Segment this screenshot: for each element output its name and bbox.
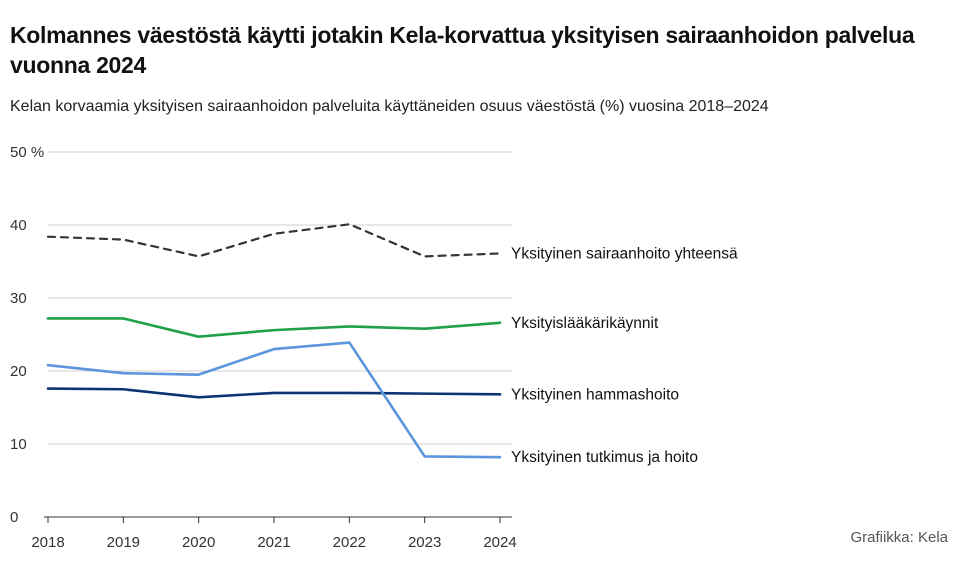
series-line <box>46 341 502 459</box>
source-credit: Grafiikka: Kela <box>850 529 948 546</box>
x-tick-label: 2021 <box>257 534 290 551</box>
y-tick-label: 20 <box>10 363 27 380</box>
y-tick-label: 0 <box>10 509 18 526</box>
x-tick-label: 2022 <box>333 534 366 551</box>
series-label: Yksityislääkärikäynnit <box>511 315 659 332</box>
x-tick-label: 2019 <box>107 534 140 551</box>
y-tick-label: 30 <box>10 290 27 307</box>
series-label: Yksityinen hammashoito <box>511 386 679 403</box>
series-line <box>46 317 502 338</box>
series-label: Yksityinen tutkimus ja hoito <box>511 449 698 466</box>
chart-title: Kolmannes väestöstä käytti jotakin Kela-… <box>10 22 915 78</box>
series-label: Yksityinen sairaanhoito yhteensä <box>511 245 738 262</box>
x-tick-label: 2024 <box>483 534 516 551</box>
y-tick-label: 50 % <box>10 144 44 161</box>
y-tick-label: 10 <box>10 436 27 453</box>
chart-subtitle: Kelan korvaamia yksityisen sairaanhoidon… <box>10 98 769 115</box>
y-tick-label: 40 <box>10 217 27 234</box>
x-tick-label: 2020 <box>182 534 215 551</box>
x-tick-label: 2023 <box>408 534 441 551</box>
x-tick-label: 2018 <box>31 534 64 551</box>
series-line <box>46 223 502 258</box>
